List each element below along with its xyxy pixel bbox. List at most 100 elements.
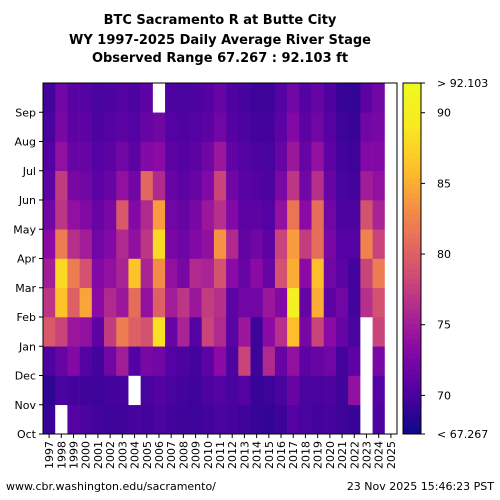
heatmap-cell (165, 375, 178, 406)
heatmap-cell (250, 229, 264, 259)
x-tick-label: 2024 (373, 441, 386, 469)
heatmap-cell (287, 229, 300, 259)
heatmap-cell (287, 170, 300, 201)
heatmap-cell (43, 258, 56, 289)
heatmap-cell (189, 229, 202, 259)
heatmap-cell (165, 83, 178, 113)
heatmap-cell (287, 317, 300, 347)
y-tick-label: Sep (15, 106, 36, 119)
heatmap-cell (238, 317, 251, 347)
heatmap-cell (55, 287, 68, 318)
heatmap-cell (213, 287, 227, 318)
heatmap-cell (140, 112, 154, 142)
x-tick-label: 2025 (385, 441, 398, 469)
heatmap-cell (274, 141, 288, 172)
heatmap-cell (128, 83, 141, 113)
heatmap-cell (287, 83, 300, 113)
colorbar-segment (403, 288, 421, 294)
heatmap-cell (348, 83, 361, 113)
colorbar-segment (403, 268, 421, 274)
heatmap-cell (335, 112, 349, 142)
heatmap-cell (140, 404, 154, 435)
colorbar-segment (403, 148, 421, 154)
colorbar-frame (402, 82, 422, 435)
heatmap-cell (201, 200, 215, 230)
heatmap-cell (43, 141, 56, 172)
heatmap-cell (189, 83, 202, 113)
colorbar-segment (403, 298, 421, 305)
heatmap-cell (360, 258, 373, 289)
heatmap-cell (384, 141, 398, 172)
heatmap-cell (226, 258, 239, 289)
heatmap-cell (128, 317, 141, 347)
heatmap-cell (250, 170, 264, 201)
heatmap-cell (116, 404, 129, 435)
heatmap-cell (323, 83, 337, 113)
heatmap-cell (67, 112, 80, 142)
heatmap-cell (91, 200, 105, 230)
x-tick-label: 2021 (336, 441, 349, 469)
heatmap-cell (299, 287, 312, 318)
colorbar-segment (403, 93, 421, 99)
heatmap-cell (67, 404, 80, 435)
colorbar-segment (403, 158, 421, 164)
heatmap-cell (335, 83, 349, 113)
heatmap-cell (201, 229, 215, 259)
heatmap-cell (287, 258, 300, 289)
colorbar-segment (403, 218, 421, 224)
heatmap-cell (104, 287, 117, 318)
heatmap-cell (189, 258, 202, 289)
colorbar-segment (403, 153, 421, 159)
heatmap-cell (323, 112, 337, 142)
heatmap-cell (238, 287, 251, 318)
x-tick-label: 2005 (141, 441, 154, 469)
colorbar-segment (403, 273, 421, 279)
colorbar-segment (403, 373, 421, 380)
heatmap-cell (323, 375, 337, 406)
heatmap-cell (43, 200, 56, 230)
heatmap-cell (360, 317, 373, 347)
colorbar-segment (403, 358, 421, 365)
heatmap-cell (360, 404, 373, 435)
heatmap-cell (226, 287, 239, 318)
heatmap-cell (384, 258, 398, 289)
heatmap-cell (238, 112, 251, 142)
heatmap-cell (335, 258, 349, 289)
heatmap-cell (213, 229, 227, 259)
heatmap-cell (226, 375, 239, 406)
heatmap-cell (116, 83, 129, 113)
colorbar-segment (403, 133, 421, 139)
heatmap-cell (189, 141, 202, 172)
colorbar-segment (403, 403, 421, 410)
heatmap-cell (55, 346, 68, 376)
heatmap-cell (372, 346, 386, 376)
heatmap-cell (250, 404, 264, 435)
title-line-3: Observed Range 67.267 : 92.103 ft (92, 51, 348, 66)
x-tick-label: 1999 (68, 441, 81, 469)
colorbar-segment (403, 333, 421, 340)
chart-title: BTC Sacramento R at Butte City WY 1997-2… (69, 13, 371, 66)
heatmap-cell (116, 200, 129, 230)
x-tick-label: 2020 (324, 441, 337, 469)
heatmap-cell (165, 112, 178, 142)
heatmap-cell (104, 346, 117, 376)
heatmap-cell (201, 317, 215, 347)
x-tick-label: 2002 (104, 441, 117, 469)
heatmap-cell (128, 229, 141, 259)
heatmap-cell (238, 346, 251, 376)
heatmap-cell (140, 346, 154, 376)
heatmap-cell (262, 170, 276, 201)
heatmap-cell (299, 200, 312, 230)
heatmap-cell (250, 317, 264, 347)
heatmap-cell (79, 317, 93, 347)
heatmap-cell (43, 404, 56, 435)
heatmap-cell (323, 346, 337, 376)
heatmap-cell (128, 170, 141, 201)
heatmap-cell (360, 170, 373, 201)
heatmap-cell (152, 83, 166, 113)
colorbar-segment (403, 113, 421, 119)
heatmap-cell (128, 112, 141, 142)
heatmap-cell (165, 258, 178, 289)
heatmap-cell (311, 287, 325, 318)
heatmap-cell (189, 200, 202, 230)
